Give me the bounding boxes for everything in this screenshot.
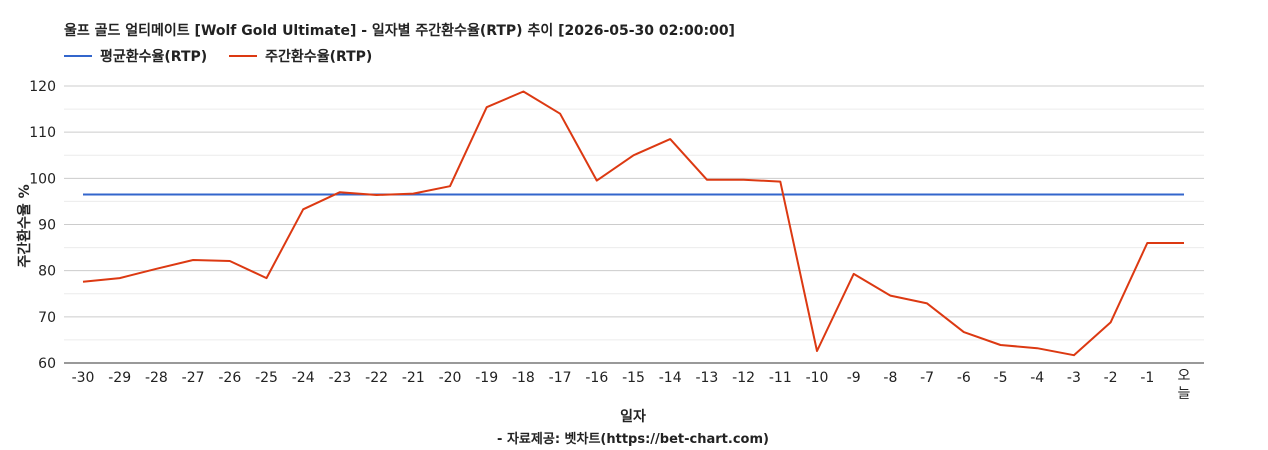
x-tick-label: -19 — [475, 370, 498, 386]
x-tick-label: -26 — [218, 370, 241, 386]
x-tick-label: -11 — [769, 370, 792, 386]
series-line-weekly — [82, 90, 1184, 357]
x-tick-label: -17 — [549, 370, 572, 386]
legend-swatch-weekly — [229, 55, 258, 57]
x-tick-label: -25 — [255, 370, 278, 386]
x-tick-label: -15 — [622, 370, 645, 386]
x-tick-label: -12 — [732, 370, 755, 386]
x-tick-label: 오 — [1178, 368, 1191, 384]
x-tick-label: -13 — [695, 370, 718, 386]
x-tick-label: -23 — [328, 370, 351, 386]
x-tick-label: -29 — [108, 370, 131, 386]
x-tick-label: -16 — [585, 370, 608, 386]
x-tick-label: -30 — [72, 370, 95, 386]
x-tick-label: -27 — [182, 370, 205, 386]
legend-item-weekly[interactable]: 주간환수율(RTP) — [229, 46, 372, 66]
x-tick-label: -2 — [1104, 370, 1118, 386]
x-tick-label: -22 — [365, 370, 388, 386]
x-tick-label: -9 — [847, 370, 861, 386]
x-tick-label: -5 — [994, 370, 1008, 386]
legend-swatch-average — [64, 55, 92, 57]
x-tick-label: -1 — [1140, 370, 1154, 386]
x-tick-label: 늘 — [1178, 386, 1191, 402]
y-tick-label: 110 — [29, 125, 56, 141]
x-tick-label: -7 — [920, 370, 934, 386]
x-tick-label: -10 — [806, 370, 829, 386]
x-tick-label: -20 — [439, 370, 462, 386]
legend-label-average: 평균환수율(RTP) — [100, 49, 208, 65]
x-tick-label: -18 — [512, 370, 535, 386]
y-tick-label: 90 — [38, 218, 56, 234]
x-tick-label: -4 — [1030, 370, 1044, 386]
y-tick-label: 120 — [29, 79, 56, 95]
legend-label-weekly: 주간환수율(RTP) — [265, 49, 373, 65]
y-tick-label: 70 — [38, 310, 56, 326]
x-tick-label: -28 — [145, 370, 168, 386]
legend-item-average[interactable]: 평균환수율(RTP) — [64, 46, 207, 66]
y-tick-label: 100 — [29, 171, 56, 187]
x-tick-label: -14 — [659, 370, 682, 386]
source-credit: - 자료제공: 벳차트(https://bet-chart.com) — [497, 432, 769, 447]
chart-title: 울프 골드 얼티메이트 [Wolf Gold Ultimate] - 일자별 주… — [64, 23, 735, 39]
x-tick-label: -21 — [402, 370, 425, 386]
y-tick-label: 60 — [38, 356, 56, 372]
x-tick-label: -6 — [957, 370, 971, 386]
x-axis-label: 일자 — [620, 409, 646, 425]
y-tick-label: 80 — [38, 264, 56, 280]
legend: 평균환수율(RTP) 주간환수율(RTP) — [64, 46, 394, 66]
x-tick-label: -3 — [1067, 370, 1081, 386]
x-tick-label: -8 — [883, 370, 897, 386]
x-tick-label: -24 — [292, 370, 315, 386]
